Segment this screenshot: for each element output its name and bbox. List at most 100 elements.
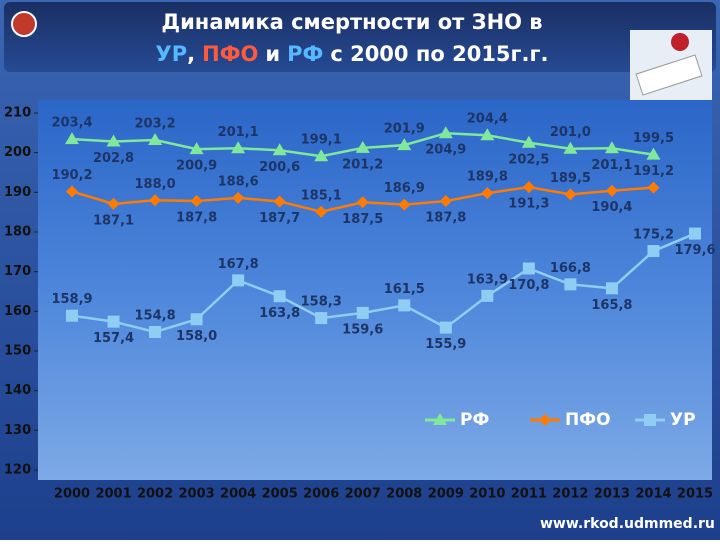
illustration: [630, 30, 712, 102]
point: [190, 195, 203, 208]
value-label: 199,1: [301, 133, 342, 148]
point: [521, 135, 536, 148]
value-label: 201,2: [342, 157, 383, 172]
point: [232, 274, 245, 287]
y-tick-label: 140: [4, 383, 31, 398]
figure-head: [671, 33, 689, 51]
value-label: 188,6: [218, 174, 259, 189]
value-label: 159,6: [342, 322, 383, 337]
point: [564, 188, 577, 201]
value-label: 202,8: [93, 151, 134, 166]
point: [273, 195, 286, 208]
x-tick-label: 2005: [262, 487, 298, 502]
point: [356, 306, 369, 319]
title-part: ,: [187, 42, 195, 66]
title-part: УР: [156, 42, 188, 66]
value-label: 179,6: [674, 243, 715, 258]
point: [273, 290, 286, 303]
value-label: 163,8: [259, 306, 300, 321]
value-label: 161,5: [384, 282, 425, 297]
x-tick-label: 2012: [552, 487, 588, 502]
point: [355, 140, 370, 153]
point: [604, 141, 619, 154]
title-part: с 2000 по 2015г.г.: [330, 42, 548, 66]
legend-marker: [644, 414, 656, 426]
title-part: ПФО: [202, 42, 258, 66]
value-label: 186,9: [384, 181, 425, 196]
value-label: 165,8: [591, 298, 632, 313]
value-label: 200,6: [259, 160, 300, 175]
value-label: 170,8: [508, 278, 549, 293]
value-label: 201,1: [218, 125, 259, 140]
point: [189, 142, 204, 155]
y-tick-label: 200: [4, 145, 31, 160]
x-tick-label: 2015: [677, 487, 713, 502]
value-label: 166,8: [550, 261, 591, 276]
value-label: 204,4: [467, 112, 508, 127]
value-label: 203,4: [51, 116, 92, 131]
value-label: 187,8: [176, 211, 217, 226]
value-label: 191,3: [508, 197, 549, 212]
value-label: 188,0: [135, 177, 176, 192]
x-tick-label: 2002: [137, 487, 173, 502]
x-tick-label: 2001: [95, 487, 131, 502]
value-label: 187,8: [425, 211, 466, 226]
point: [315, 312, 328, 325]
footer-url: www.rkod.udmmed.ru: [540, 516, 715, 532]
point: [439, 321, 452, 334]
point: [149, 194, 162, 207]
point: [481, 187, 494, 200]
point: [439, 195, 452, 208]
y-tick-label: 180: [4, 225, 31, 240]
value-label: 175,2: [633, 228, 674, 243]
point: [564, 278, 577, 291]
value-label: 203,2: [135, 116, 176, 131]
value-label: 158,0: [176, 329, 217, 344]
plot-area: [38, 100, 712, 480]
value-label: 187,5: [342, 212, 383, 227]
x-tick-label: 2008: [386, 487, 422, 502]
x-tick-label: 2003: [179, 487, 215, 502]
value-label: 201,9: [384, 122, 425, 137]
value-label: 191,2: [633, 164, 674, 179]
point: [315, 205, 328, 218]
value-label: 200,9: [176, 159, 217, 174]
point: [232, 191, 245, 204]
x-tick-label: 2004: [220, 487, 256, 502]
point: [522, 262, 535, 275]
point: [647, 181, 660, 194]
point: [605, 184, 618, 197]
value-label: 190,2: [51, 168, 92, 183]
point: [65, 132, 79, 145]
point: [480, 128, 495, 141]
value-label: 204,9: [425, 143, 466, 158]
value-label: 189,8: [467, 170, 508, 185]
value-label: 187,1: [93, 213, 134, 228]
point: [398, 299, 411, 312]
value-label: 201,0: [550, 125, 591, 140]
legend-label: УР: [670, 410, 696, 430]
value-label: 163,9: [467, 272, 508, 287]
point: [605, 282, 618, 295]
value-label: 157,4: [93, 331, 134, 346]
y-tick-label: 130: [4, 423, 31, 438]
series-line: [71, 232, 696, 334]
legend-marker: [539, 414, 551, 426]
point: [231, 141, 246, 154]
y-tick-label: 160: [4, 304, 31, 319]
value-label: 201,1: [591, 158, 632, 173]
value-label: 158,9: [51, 292, 92, 307]
x-tick-label: 2006: [303, 487, 339, 502]
point: [107, 315, 120, 328]
y-tick-label: 120: [4, 463, 31, 478]
legend-marker: [433, 413, 447, 425]
figure-sign: [635, 54, 703, 96]
legend-label: РФ: [460, 410, 489, 430]
title-line2: УР, ПФО и РФ с 2000 по 2015г.г.: [156, 42, 549, 66]
point: [107, 197, 120, 210]
point: [148, 132, 163, 145]
x-tick-label: 2013: [594, 487, 630, 502]
point: [66, 309, 78, 322]
point: [106, 134, 121, 147]
x-tick-label: 2007: [345, 487, 381, 502]
